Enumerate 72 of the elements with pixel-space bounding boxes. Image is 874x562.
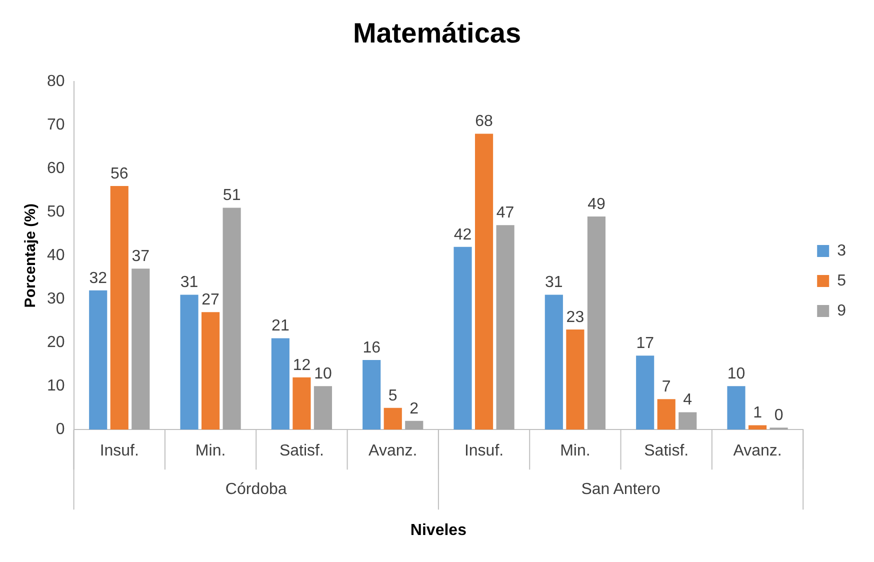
data-label: 4 [683,392,692,409]
bar [474,134,494,430]
legend-label: 9 [837,302,846,320]
data-label: 10 [314,366,332,383]
bar [454,246,472,430]
data-label: 49 [588,196,606,213]
y-tick-label: 10 [47,378,65,395]
data-label: 12 [292,356,311,374]
text: San Antero [581,481,660,498]
x-tick-label: Min. [195,442,226,460]
data-label: 5 [388,387,398,404]
bar [384,408,402,430]
bar [314,386,332,430]
data-label: 16 [362,339,381,356]
x-tick-label: Avanz. [733,442,782,460]
bar [636,356,654,430]
data-label: 17 [636,335,654,352]
y-tick-label: 80 [47,73,65,90]
y-tick-label: 0 [56,421,65,438]
x-tick-label: Avanz. [368,442,418,460]
bar [89,290,108,430]
data-label: 10 [727,366,746,383]
data-label: 0 [774,407,784,424]
bar [362,360,381,430]
bar [222,208,241,430]
data-label: 42 [454,226,472,244]
y-tick-label: 60 [47,160,65,178]
data-label: 51 [222,187,241,204]
data-label: 23 [566,308,584,326]
data-label: 37 [132,248,150,266]
bar [727,386,746,430]
bar [292,377,311,430]
bar [405,420,424,430]
data-label: 32 [89,270,108,287]
y-tick-label: 70 [47,116,65,134]
x-tick-label: Satisf. [279,442,324,460]
bar [110,186,128,430]
bar [180,294,198,430]
data-label: 56 [110,165,128,182]
bar [748,425,767,430]
bar [271,338,290,430]
legend-label: 3 [837,242,846,260]
legend-label: 5 [837,272,846,290]
bar [132,268,150,430]
bar [657,399,676,430]
data-label: 7 [662,378,671,396]
data-label: 31 [545,274,563,292]
x-tick-label: Insuf. [100,442,139,460]
data-label: 1 [753,404,762,422]
data-label: 27 [202,292,220,309]
data-label: 21 [272,318,290,335]
bar [566,330,584,430]
bar [587,216,606,430]
y-tick-label: 50 [47,204,65,221]
data-label: 68 [475,113,494,130]
y-axis-title: Porcentaje (%) [22,204,40,308]
x-tick-label: Satisf. [644,442,689,460]
bar [544,294,563,430]
text: Córdoba [225,481,287,498]
chart-title: Matemáticas [352,18,522,49]
x-tick-label: Min. [560,442,590,460]
x-axis-title: Niveles [410,522,467,539]
x-tick-label: Insuf. [464,442,504,460]
y-tick-label: 40 [47,247,65,264]
y-tick-label: 30 [47,290,65,308]
data-label: 31 [180,274,198,292]
bar [496,225,514,430]
bar [678,412,697,430]
data-label: 2 [410,400,419,418]
data-label: 47 [496,204,514,222]
bar [202,312,220,430]
y-tick-label: 20 [47,334,65,352]
